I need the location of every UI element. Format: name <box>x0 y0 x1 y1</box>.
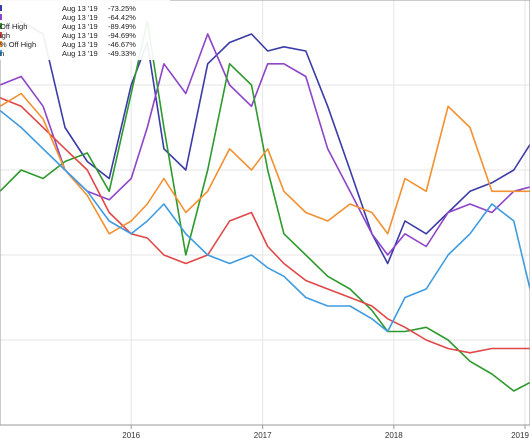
legend-background <box>0 0 170 60</box>
legend-date-3: Aug 13 '19 <box>62 22 98 31</box>
legend-date-5: Aug 13 '19 <box>62 40 98 49</box>
legend-value-1: -73.25% <box>108 4 136 13</box>
legend-swatch-5 <box>0 41 2 47</box>
legend-value-4: -94.69% <box>108 31 136 40</box>
plot-frame <box>0 0 530 426</box>
legend-value-2: -64.42% <box>108 13 136 22</box>
series-line-4 <box>0 97 530 354</box>
legend-date-1: Aug 13 '19 <box>62 4 98 13</box>
series-line-2 <box>0 33 530 256</box>
legend-value-6: -49.33% <box>108 49 136 58</box>
grid <box>0 0 530 425</box>
legend: Aug 13 '19 -73.25% Aug 13 '19 -64.42% Off Hi… <box>0 0 170 60</box>
legend-date-6: Aug 13 '19 <box>62 49 98 58</box>
series-line-5 <box>0 92 530 235</box>
legend-name-3: Off High <box>0 22 27 31</box>
legend-swatch-6 <box>0 50 2 56</box>
legend-date-4: Aug 13 '19 <box>62 31 98 40</box>
legend-value-3: -89.49% <box>108 22 136 31</box>
x-axis-ticks: 2016 2017 2018 2019 <box>122 425 529 440</box>
series-line-6 <box>0 109 530 333</box>
legend-swatch-2 <box>0 14 2 20</box>
x-tick-label-3: 2018 <box>385 431 403 440</box>
series-lines <box>0 20 530 392</box>
legend-swatch-3 <box>0 23 2 29</box>
series-line-3 <box>0 20 530 392</box>
legend-name-5: % Off High <box>0 40 36 49</box>
legend-date-2: Aug 13 '19 <box>62 13 98 22</box>
legend-name-6: n <box>0 49 4 58</box>
legend-swatch-1 <box>0 5 2 11</box>
legend-value-5: -46.67% <box>108 40 136 49</box>
x-tick-label-4: 2019 <box>511 431 529 440</box>
legend-swatch-4 <box>0 32 2 38</box>
x-tick-label-2: 2017 <box>254 431 272 440</box>
legend-name-4: igh <box>0 31 10 40</box>
x-tick-label-1: 2016 <box>122 431 140 440</box>
